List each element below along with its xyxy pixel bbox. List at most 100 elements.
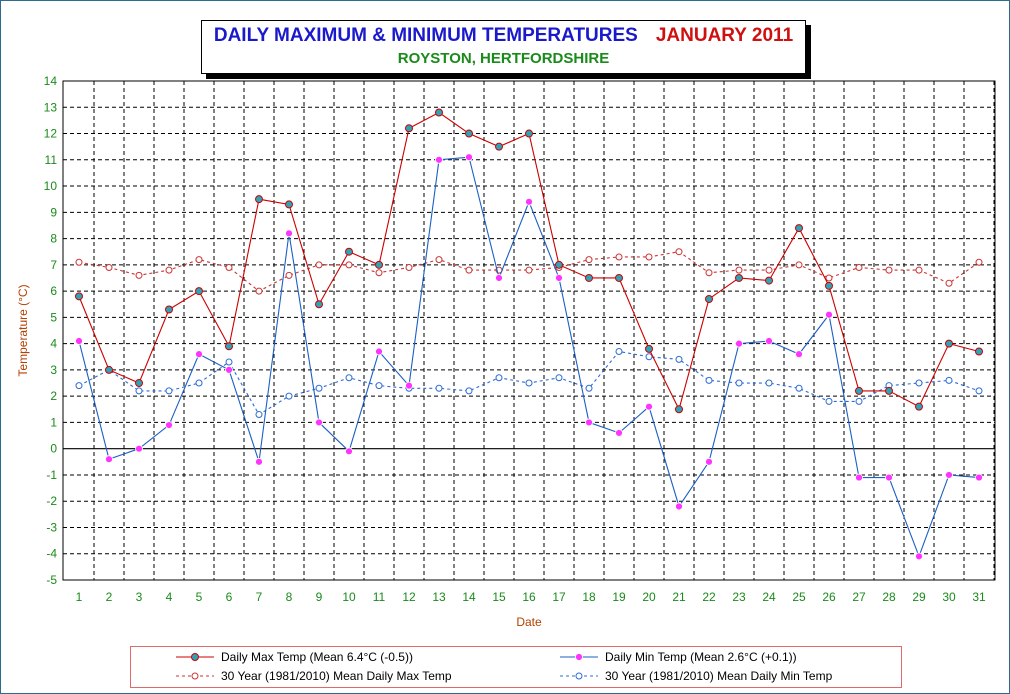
max-temp-point — [345, 247, 353, 256]
x-tick-label: 15 — [492, 590, 506, 604]
chart-title-main: DAILY MAXIMUM & MINIMUM TEMPERATURES — [213, 25, 638, 46]
x-tick-label: 1 — [76, 590, 83, 604]
min-temp-point — [675, 502, 683, 511]
max-temp-point — [75, 292, 83, 301]
min-temp-point — [705, 457, 713, 466]
mean-min-point — [525, 379, 533, 387]
min-temp-point — [525, 197, 533, 206]
mean-max-point — [285, 271, 293, 279]
max-temp-point — [825, 281, 833, 290]
min-temp-point — [945, 471, 953, 479]
max-temp-point — [465, 129, 473, 138]
mean-max-point — [885, 266, 893, 274]
max-temp-point — [675, 405, 683, 414]
mean-max-point — [705, 269, 713, 277]
mean-min-point — [705, 376, 713, 384]
x-tick-label: 14 — [462, 590, 476, 604]
legend-entry-mean-max-marker — [191, 672, 199, 680]
mean-min-point — [795, 384, 803, 392]
x-tick-label: 3 — [136, 590, 143, 604]
mean-min-point — [345, 374, 353, 382]
min-temp-point — [885, 473, 893, 482]
min-temp-point — [765, 337, 773, 345]
y-tick-label: 6 — [50, 284, 57, 298]
min-temp-point — [405, 381, 413, 390]
min-temp-point — [345, 447, 353, 456]
mean-min-point — [585, 384, 593, 392]
x-tick-label: 19 — [612, 590, 626, 604]
max-temp-point — [135, 379, 143, 388]
mean-min-point — [855, 397, 863, 405]
min-temp-point — [495, 274, 503, 282]
y-tick-label: 9 — [50, 205, 57, 219]
mean-max-point — [675, 248, 683, 256]
mean-max-point — [165, 266, 173, 274]
x-tick-label: 22 — [702, 590, 716, 604]
mean-min-point — [975, 387, 983, 395]
min-temp-point — [555, 274, 563, 282]
max-temp-point — [885, 386, 893, 395]
mean-max-point — [375, 269, 383, 277]
y-tick-label: 3 — [50, 363, 57, 377]
mean-min-point — [315, 384, 323, 392]
min-temp-point — [135, 444, 143, 453]
y-tick-label: 0 — [50, 442, 57, 456]
mean-min-point — [225, 358, 233, 366]
max-temp-point — [105, 365, 113, 374]
x-tick-label: 13 — [432, 590, 446, 604]
max-temp-point — [375, 260, 383, 269]
x-tick-label: 28 — [882, 590, 896, 604]
y-tick-label: -2 — [46, 494, 57, 508]
min-temp-point — [825, 310, 833, 319]
mean-max-point — [915, 266, 923, 274]
max-temp-point — [945, 339, 953, 348]
y-tick-label: 11 — [45, 153, 58, 167]
max-temp-point — [735, 273, 743, 282]
y-tick-label: 4 — [50, 337, 57, 351]
chart-title-month: JANUARY 2011 — [655, 25, 794, 46]
x-tick-label: 10 — [342, 590, 356, 604]
legend-entry-mean-min-marker — [575, 672, 583, 680]
mean-max-point — [135, 271, 143, 279]
mean-min-point — [645, 353, 653, 361]
chart-title: DAILY MAXIMUM & MINIMUM TEMPERATURES JANU… — [202, 25, 805, 47]
x-axis-label: Date — [516, 615, 542, 629]
x-tick-label: 18 — [582, 590, 596, 604]
mean-max-point — [255, 287, 263, 295]
min-temp-point — [855, 473, 863, 482]
mean-max-point — [855, 263, 863, 271]
chart-subtitle: ROYSTON, HERTFORDSHIRE — [397, 50, 610, 67]
mean-max-point — [75, 258, 83, 266]
mean-min-point — [285, 392, 293, 400]
max-temp-point — [915, 402, 923, 411]
x-tick-label: 16 — [522, 590, 536, 604]
max-temp-point — [225, 342, 233, 351]
y-tick-label: 12 — [44, 127, 58, 141]
x-tick-label: 17 — [552, 590, 566, 604]
min-temp-point — [165, 421, 173, 429]
min-temp-point — [435, 155, 443, 164]
max-temp-point — [315, 300, 323, 309]
max-temp-point — [165, 305, 173, 314]
max-temp-point — [555, 260, 563, 269]
x-tick-label: 5 — [196, 590, 203, 604]
max-temp-point — [435, 108, 443, 117]
legend-entry-max-label: Daily Max Temp (Mean 6.4°C (-0.5)) — [221, 650, 413, 664]
mean-min-point — [165, 387, 173, 395]
mean-min-point — [825, 397, 833, 405]
mean-min-point — [765, 379, 773, 387]
x-tick-label: 7 — [256, 590, 263, 604]
x-tick-label: 21 — [672, 590, 686, 604]
mean-min-point — [495, 374, 503, 382]
min-temp-point — [645, 402, 653, 411]
max-temp-point — [975, 347, 983, 356]
max-temp-point — [645, 344, 653, 353]
y-tick-label: 5 — [50, 310, 57, 324]
min-temp-point — [585, 418, 593, 427]
mean-max-point — [465, 266, 473, 274]
chart-title-box: DAILY MAXIMUM & MINIMUM TEMPERATURES JANU… — [201, 20, 806, 74]
x-tick-label: 31 — [972, 590, 986, 604]
max-temp-point — [615, 273, 623, 282]
x-tick-label: 26 — [822, 590, 836, 604]
